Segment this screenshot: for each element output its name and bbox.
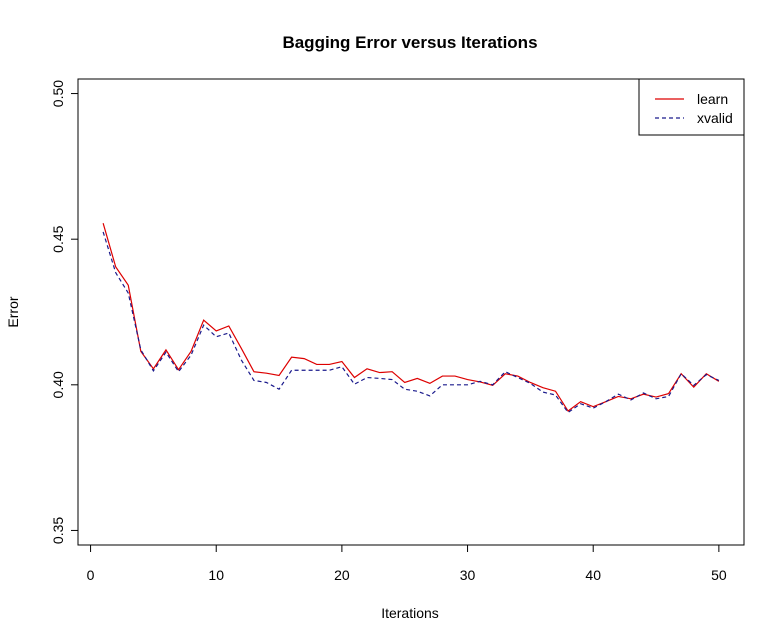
y-tick-label: 0.45 xyxy=(50,225,66,252)
x-tick-label: 30 xyxy=(460,567,476,583)
x-tick-label: 50 xyxy=(711,567,727,583)
y-tick-label: 0.40 xyxy=(50,371,66,398)
legend-label-learn: learn xyxy=(697,91,728,107)
legend: learn xvalid xyxy=(638,78,745,136)
y-axis-label: Error xyxy=(5,296,21,327)
series-layer xyxy=(102,223,720,414)
y-tick-label: 0.35 xyxy=(50,517,66,544)
legend-label-xvalid: xvalid xyxy=(697,110,733,126)
x-tick-label: 0 xyxy=(87,567,95,583)
legend-box xyxy=(638,78,745,136)
x-axis-label: Iterations xyxy=(381,605,439,621)
y-axis: 0.35 0.40 0.45 0.50 xyxy=(50,80,79,544)
x-axis: 0 10 20 30 40 50 xyxy=(87,544,727,583)
x-tick-label: 20 xyxy=(334,567,350,583)
chart-title: Bagging Error versus Iterations xyxy=(282,33,537,52)
y-tick-label: 0.50 xyxy=(50,80,66,107)
x-tick-label: 40 xyxy=(585,567,601,583)
x-tick-label: 10 xyxy=(208,567,224,583)
series-line-learn xyxy=(102,223,720,412)
